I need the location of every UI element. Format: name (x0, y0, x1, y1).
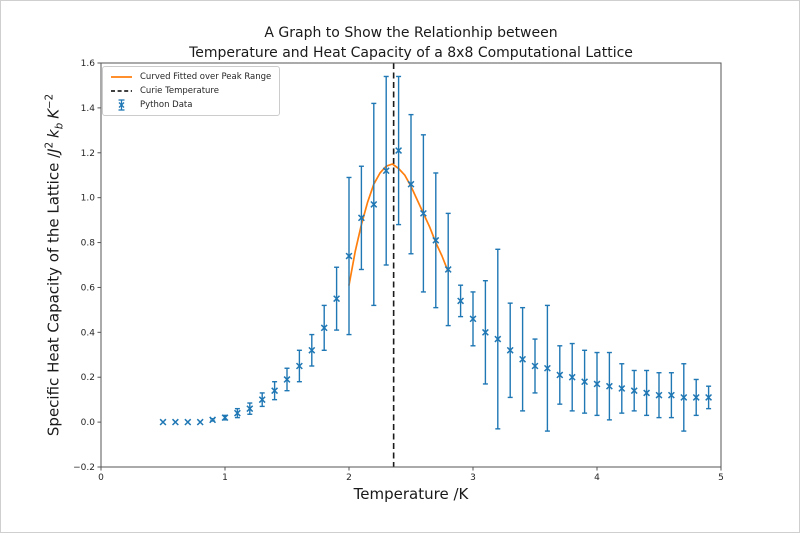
dashed-line-icon (109, 85, 134, 97)
data-point-marker (233, 409, 241, 417)
data-point-marker (556, 371, 564, 379)
y-tick-label: 0.0 (81, 418, 96, 428)
chart-title-line1: A Graph to Show the Relationhip between (264, 25, 558, 41)
legend-label-fitted-curve: Curved Fitted over Peak Range (140, 72, 272, 82)
data-point-marker (667, 391, 675, 399)
data-point-marker (519, 355, 527, 363)
x-tick-label: 3 (470, 473, 476, 483)
data-point-marker (568, 373, 576, 381)
data-point-marker (469, 315, 477, 323)
data-point-marker (370, 200, 378, 208)
axes-frame (100, 62, 722, 468)
legend-label-curie-temperature: Curie Temperature (140, 86, 219, 96)
data-point-marker (593, 380, 601, 388)
data-point-marker (271, 387, 279, 395)
data-point-marker (506, 346, 514, 354)
data-point-marker (655, 391, 663, 399)
x-tick-label: 5 (718, 473, 724, 483)
data-point-marker (494, 335, 502, 343)
data-point-marker (320, 324, 328, 332)
data-point-marker (680, 393, 688, 401)
data-point-marker (457, 297, 465, 305)
data-point-marker (419, 209, 427, 217)
y-axis-label-J-sup: 2 (44, 141, 56, 149)
legend: Curved Fitted over Peak Range Curie Temp… (102, 66, 281, 116)
data-point-marker (618, 385, 626, 392)
x-tick-label: 0 (98, 473, 104, 483)
data-point-marker (605, 382, 613, 390)
data-point-marker (295, 362, 303, 370)
y-tick-label: −0.2 (73, 463, 95, 473)
legend-item-python-data: Python Data (109, 99, 271, 111)
data-point-marker (643, 389, 651, 397)
data-point-marker (581, 378, 589, 386)
y-axis-label-K-sup: −2 (44, 93, 56, 109)
data-point-marker (258, 396, 266, 404)
errorbar-marker-icon (109, 99, 134, 111)
y-axis-label-text: Specific Heat Capacity of the Lattice / (44, 152, 63, 437)
data-point-marker (171, 418, 179, 426)
data-point-marker (692, 393, 700, 401)
y-tick-label: 1.0 (81, 194, 96, 204)
data-point-marker (357, 214, 365, 222)
y-tick-label: 1.4 (81, 104, 96, 114)
data-point-marker (333, 295, 341, 303)
y-tick-label: 0.6 (81, 283, 96, 293)
x-axis-label: Temperature /K (353, 485, 469, 503)
legend-item-fitted-curve: Curved Fitted over Peak Range (109, 71, 271, 83)
y-tick-label: 0.2 (81, 373, 95, 383)
legend-label-python-data: Python Data (140, 100, 193, 110)
data-point-marker (630, 387, 638, 395)
data-point-marker (481, 328, 489, 336)
data-point-marker (221, 414, 229, 422)
data-point-marker (407, 180, 415, 188)
x-tick-label: 1 (222, 473, 228, 483)
data-point-marker (209, 416, 217, 424)
y-tick-label: 0.8 (81, 239, 96, 249)
data-point-marker (432, 236, 440, 244)
chart-title-line2: Temperature and Heat Capacity of a 8x8 C… (189, 45, 633, 61)
data-point-marker (444, 266, 452, 273)
data-point-marker (345, 252, 353, 260)
y-axis-label-k: k (44, 129, 63, 138)
chart-title: A Graph to Show the Relationhip between … (11, 23, 799, 63)
x-tick-label: 4 (594, 473, 600, 483)
data-point-marker (283, 376, 291, 383)
data-point-marker (184, 418, 192, 426)
y-axis-label: Specific Heat Capacity of the Lattice /J… (45, 94, 66, 436)
data-point-marker (308, 346, 316, 354)
legend-item-curie-temperature: Curie Temperature (109, 85, 271, 97)
y-tick-label: 0.4 (81, 328, 96, 338)
data-point-marker (531, 362, 539, 370)
data-point-marker (196, 418, 204, 426)
data-point-marker (705, 393, 713, 401)
y-tick-label: 1.6 (81, 59, 96, 69)
y-axis-label-J: J (44, 148, 63, 153)
y-tick-label: 1.2 (81, 149, 95, 159)
x-tick-label: 2 (346, 473, 352, 483)
y-axis-label-k-sub: b (54, 122, 66, 130)
data-point-marker (246, 405, 254, 413)
fitted-curve-line-icon (109, 71, 134, 83)
data-point-marker (382, 167, 390, 175)
data-point-marker (543, 364, 551, 372)
data-point-marker (159, 418, 167, 426)
y-axis-label-K: K (44, 108, 63, 119)
data-point-marker (395, 147, 403, 154)
